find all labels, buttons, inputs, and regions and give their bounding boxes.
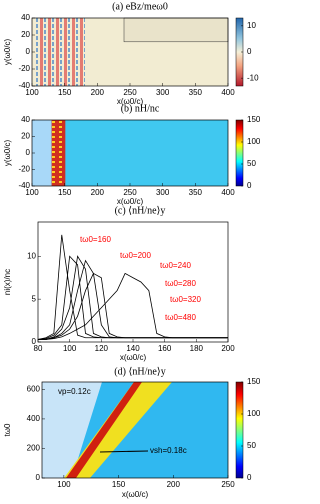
x-tick-label: 300 xyxy=(156,188,170,197)
y-tick-label: 5 xyxy=(32,294,37,303)
x-tick-label: 200 xyxy=(167,480,181,489)
line-series xyxy=(38,272,228,340)
panel-title: (a) eBz/meω0 xyxy=(112,1,168,12)
heatmap-left xyxy=(32,120,52,186)
plot-bg xyxy=(38,222,228,342)
x-axis-label: x(ω0/c) xyxy=(122,490,149,499)
annotation: vsh=0.18c xyxy=(150,446,187,455)
panel-title: (c) ⟨nH/ne⟩y xyxy=(115,205,166,216)
y-axis-label: y(ω0/c) xyxy=(3,39,12,66)
x-tick-label: 150 xyxy=(58,188,72,197)
arrow xyxy=(99,450,149,453)
annotation: vp=0.12c xyxy=(58,387,91,396)
colorbar-label: 0 xyxy=(247,47,252,56)
x-tick-label: 400 xyxy=(221,188,235,197)
y-tick-label: 20 xyxy=(21,132,30,141)
x-tick-label: 160 xyxy=(158,344,172,353)
colorbar-label: 100 xyxy=(247,409,261,418)
y-tick-label: 40 xyxy=(21,13,30,22)
series-label: tω0=320 xyxy=(170,295,201,304)
x-tick-label: 100 xyxy=(25,88,39,97)
heatmap-band xyxy=(51,120,66,186)
y-tick-label: 0 xyxy=(32,337,37,346)
colorbar-label: 10 xyxy=(247,21,256,30)
x-tick-label: 400 xyxy=(221,88,235,97)
colorbar-label: 150 xyxy=(247,115,261,124)
heatmap-left xyxy=(42,382,102,478)
x-tick-label: 350 xyxy=(189,188,203,197)
plot-frame xyxy=(41,381,229,479)
y-tick-label: 10 xyxy=(27,251,36,260)
colorbar-label: 100 xyxy=(247,137,261,146)
x-tick-label: 100 xyxy=(25,188,39,197)
x-tick-label: 180 xyxy=(190,344,204,353)
y-tick-label: -40 xyxy=(18,81,30,90)
y-tick-label: 400 xyxy=(27,414,41,423)
heatmap-texture xyxy=(36,18,85,86)
x-tick-label: 250 xyxy=(221,480,235,489)
panel-title: (d) ⟨nH/ne⟩y xyxy=(114,366,165,377)
y-axis-label: y(ω0/c) xyxy=(3,140,12,167)
y-tick-label: -40 xyxy=(18,181,30,190)
colorbar-label: 0 xyxy=(247,181,252,190)
y-tick-label: 200 xyxy=(27,444,41,453)
y-tick-label: -20 xyxy=(18,165,30,174)
heatmap-core xyxy=(66,382,142,478)
series-label: tω0=200 xyxy=(120,251,151,260)
x-tick-label: 300 xyxy=(156,88,170,97)
series-label: tω0=240 xyxy=(160,261,191,270)
x-tick-label: 100 xyxy=(63,344,77,353)
colorbar xyxy=(235,119,244,187)
colorbar xyxy=(235,381,244,479)
x-tick-label: 350 xyxy=(189,88,203,97)
y-tick-label: 40 xyxy=(21,115,30,124)
series-label: tω0=280 xyxy=(165,279,196,288)
x-tick-label: 100 xyxy=(57,480,71,489)
x-tick-label: 200 xyxy=(91,88,105,97)
y-tick-label: 600 xyxy=(27,384,41,393)
x-tick-label: 80 xyxy=(34,344,43,353)
x-tick-label: 150 xyxy=(58,88,72,97)
x-axis-label: x(ω0/c) xyxy=(120,353,147,362)
x-tick-label: 200 xyxy=(221,344,235,353)
x-axis-label: x(ω0/c) xyxy=(117,197,144,206)
x-axis-label: x(ω0/c) xyxy=(117,97,144,106)
colorbar-label: 50 xyxy=(247,159,256,168)
y-tick-label: -20 xyxy=(18,64,30,73)
inset xyxy=(123,17,229,43)
x-tick-label: 250 xyxy=(123,188,137,197)
y-tick-label: 0 xyxy=(26,148,31,157)
y-tick-label: 20 xyxy=(21,30,30,39)
colorbar-label: -10 xyxy=(247,73,259,82)
x-tick-label: 120 xyxy=(95,344,109,353)
x-tick-label: 140 xyxy=(126,344,140,353)
series-label: tω0=160 xyxy=(80,235,111,244)
series-label: tω0=480 xyxy=(165,313,196,322)
y-axis-label: ni(x)/nc xyxy=(3,269,12,295)
y-axis-label: tω0 xyxy=(3,423,12,436)
y-tick-label: 0 xyxy=(26,47,31,56)
colorbar-label: 0 xyxy=(247,473,252,482)
colorbar-label: 50 xyxy=(247,441,256,450)
x-tick-label: 150 xyxy=(112,480,126,489)
x-tick-label: 250 xyxy=(123,88,137,97)
x-tick-label: 200 xyxy=(91,188,105,197)
panel-title: (b) nH/nc xyxy=(121,103,160,114)
colorbar-label: 150 xyxy=(247,377,261,386)
y-tick-label: 0 xyxy=(36,473,41,482)
